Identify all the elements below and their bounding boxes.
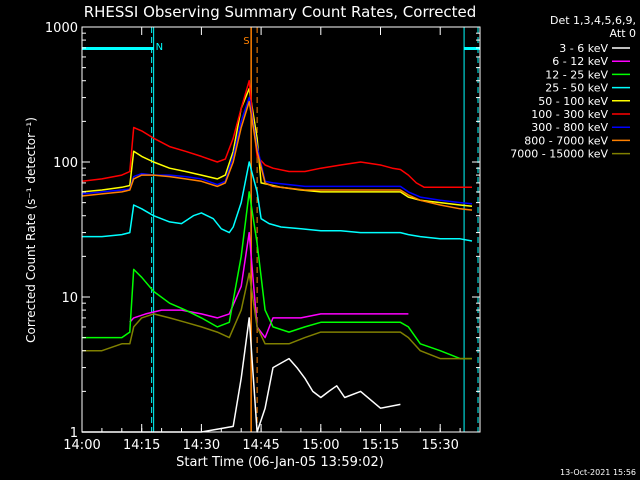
x-tick-label: 15:00 [302,438,339,453]
x-axis-label: Start Time (06-Jan-05 13:59:02) [176,455,384,470]
series-group [81,79,473,433]
night-band [82,47,154,50]
footer-date: 13-Oct-2021 15:56 [560,468,636,477]
y-axis-label: Corrected Count Rate (s⁻¹ detector⁻¹) [24,117,38,343]
series-line-4 [81,87,473,208]
legend-header-line-1: Det 1,3,4,5,6,9, [550,14,636,27]
marker-label-n: N [156,42,163,53]
night-band [464,47,480,50]
y-tick-label: 1 [70,426,78,441]
y-tick-label: 100 [53,156,78,171]
legend-label-7: 800 - 7000 keV [524,134,608,147]
legend-label-2: 12 - 25 keV [545,68,608,81]
legend-label-8: 7000 - 15000 keV [510,148,608,161]
legend-label-0: 3 - 6 keV [559,42,608,55]
x-tick-label: 14:15 [123,438,160,453]
x-tick-label: 14:00 [63,438,100,453]
legend-label-5: 100 - 300 keV [531,108,608,121]
marker-lines: NS [82,27,480,432]
series-line-7 [81,100,473,211]
y-tick-label: 1000 [45,21,78,36]
x-tick-label: 15:15 [362,438,399,453]
legend-label-1: 6 - 12 keV [552,55,608,68]
x-tick-label: 14:45 [242,438,279,453]
marker-label-s: S [243,36,249,47]
legend-label-4: 50 - 100 keV [538,95,608,108]
legend-label-3: 25 - 50 keV [545,82,608,95]
series-line-8 [82,272,472,360]
x-tick-label: 15:30 [421,438,458,453]
series-line-2 [82,191,472,360]
chart-title: RHESSI Observing Summary Count Rates, Co… [84,3,477,21]
y-tick-label: 10 [61,291,78,306]
y-axis-ticks: 1 10 100 1000 [45,21,480,441]
x-axis-ticks: 14:00 14:15 14:30 14:45 15:00 15:15 15:30 [63,27,481,453]
legend-header-line-2: Att 0 [610,27,636,40]
x-tick-label: 14:30 [183,438,220,453]
series-line-5 [81,79,472,189]
legend-label-6: 300 - 800 keV [531,121,608,134]
series-line-0 [82,317,401,433]
series-line-3 [82,161,473,242]
